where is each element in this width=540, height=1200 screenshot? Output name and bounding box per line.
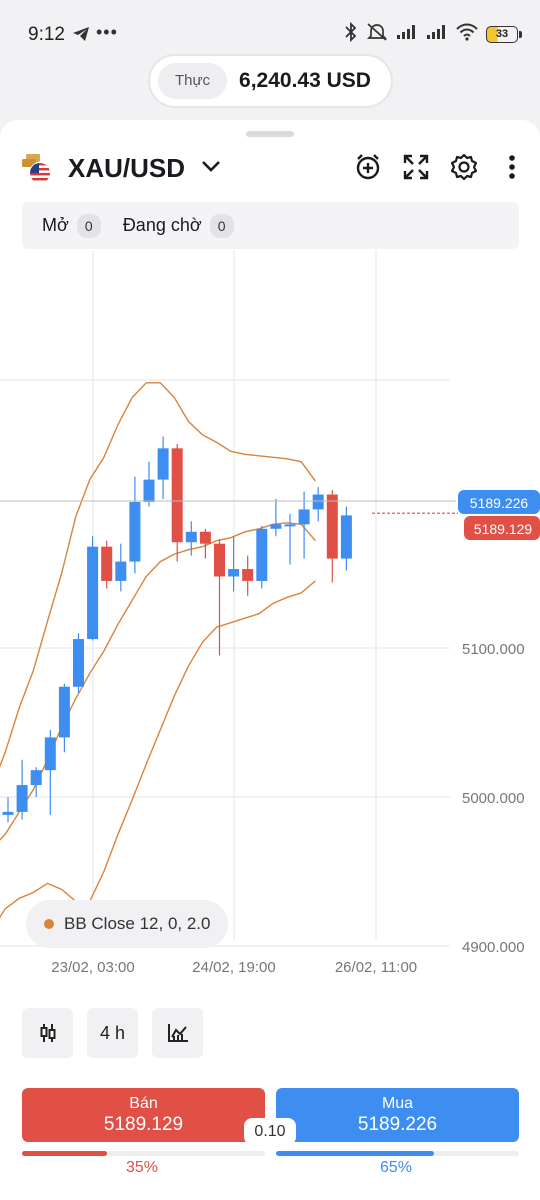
gold-usd-flag-icon <box>22 154 51 184</box>
candle-body <box>157 448 169 480</box>
account-balance: 6,240.43 USD <box>239 69 371 92</box>
candle-body <box>284 524 296 527</box>
chevron-down-icon[interactable] <box>200 158 222 174</box>
sell-price: 5189.129 <box>103 1114 184 1135</box>
chart-sheet: XAU/USD Mở 0 Đang chờ 0 5100.000 5000.000 49… <box>0 120 540 1200</box>
candle-body <box>185 531 197 543</box>
candle-body <box>312 494 324 510</box>
indicators-button[interactable] <box>152 1008 203 1058</box>
x-tick-label: 26/02, 11:00 <box>335 959 417 976</box>
sell-sentiment-bar <box>22 1151 265 1156</box>
chart-type-button[interactable] <box>22 1008 73 1058</box>
signal-icon-1 <box>396 24 418 45</box>
ask-price-label: 5189.226 <box>470 495 529 511</box>
fullscreen-icon[interactable] <box>402 152 430 182</box>
lot-size-field[interactable]: 0.10 <box>244 1118 296 1145</box>
settings-gear-icon[interactable] <box>450 152 478 182</box>
candle-body <box>44 737 56 771</box>
buy-button[interactable]: Mua 5189.226 <box>276 1088 519 1142</box>
x-tick-label: 24/02, 19:00 <box>192 959 275 976</box>
buy-sentiment-bar <box>276 1151 519 1156</box>
price-chart[interactable]: 5100.000 5000.000 4900.000 23/02, 03:00 24/0… <box>0 250 540 1100</box>
bb-lower-band <box>0 580 316 919</box>
candle-body <box>73 639 84 687</box>
telegram-icon <box>72 26 90 47</box>
sell-percentage: 35% <box>126 1159 159 1176</box>
pending-orders-tab[interactable]: Đang chờ 0 <box>123 213 234 238</box>
candle-body <box>298 509 310 525</box>
price-alert-icon[interactable] <box>354 152 382 182</box>
pending-orders-count: 0 <box>209 213 234 238</box>
bb-upper-band <box>0 382 316 768</box>
status-bar: 9:12 ••• 33 <box>0 0 540 70</box>
sentiment-bars <box>22 1151 519 1156</box>
chart-toolbar: 4 h <box>22 1008 203 1058</box>
candle-body <box>129 501 141 562</box>
sell-button[interactable]: Bán 5189.129 <box>22 1088 265 1142</box>
trade-panel: Bán 5189.129 Mua 5189.226 0.10 <box>22 1088 519 1145</box>
battery-icon: 33 <box>486 26 522 43</box>
candle-body <box>101 546 113 581</box>
y-tick-label: 5100.000 <box>462 641 525 658</box>
bid-price-tag <box>464 516 540 540</box>
candle-body <box>143 479 155 502</box>
clock: 9:12 <box>28 24 65 45</box>
wifi-icon <box>456 23 478 46</box>
candle-body <box>256 528 268 581</box>
mute-icon <box>366 22 388 47</box>
buy-percentage: 65% <box>380 1159 413 1176</box>
open-orders-tab[interactable]: Mở 0 <box>42 213 101 238</box>
candle-body <box>16 785 28 812</box>
bb-middle-band <box>0 522 316 841</box>
candle-body <box>242 569 254 581</box>
buy-price: 5189.226 <box>357 1114 438 1135</box>
timeframe-button[interactable]: 4 h <box>87 1008 138 1058</box>
more-notifications-icon: ••• <box>96 22 118 42</box>
candle-body <box>214 543 225 577</box>
candle-body <box>199 531 211 544</box>
candle-body <box>58 686 70 738</box>
indicator-label: BB Close 12, 0, 2.0 <box>64 914 211 933</box>
bid-price-label: 5189.129 <box>474 521 533 537</box>
sheet-drag-handle[interactable] <box>246 131 294 137</box>
candle-body <box>2 811 14 815</box>
candle-body <box>87 546 99 640</box>
indicator-legend[interactable]: BB Close 12, 0, 2.0 <box>26 900 229 948</box>
open-orders-count: 0 <box>76 213 101 238</box>
candle-body <box>171 448 183 543</box>
y-tick-label: 5000.000 <box>462 790 525 807</box>
more-menu-icon[interactable] <box>498 152 526 182</box>
orders-bar: Mở 0 Đang chờ 0 <box>22 202 519 249</box>
ask-price-tag <box>458 490 540 514</box>
candle-body <box>228 569 240 577</box>
candle-body <box>30 770 42 786</box>
x-tick-label: 23/02, 03:00 <box>51 959 134 976</box>
y-tick-label: 4900.000 <box>462 939 525 956</box>
candle-body <box>115 561 127 581</box>
candle-body <box>270 524 282 529</box>
candle-body <box>340 515 352 559</box>
bluetooth-icon <box>344 21 358 47</box>
account-selector[interactable]: Thực 6,240.43 USD <box>150 56 391 106</box>
indicator-color-dot <box>44 919 54 929</box>
account-type-badge: Thực <box>158 63 228 99</box>
symbol-name[interactable]: XAU/USD <box>68 153 186 183</box>
signal-icon-2 <box>426 24 448 45</box>
candle-body <box>326 494 338 559</box>
